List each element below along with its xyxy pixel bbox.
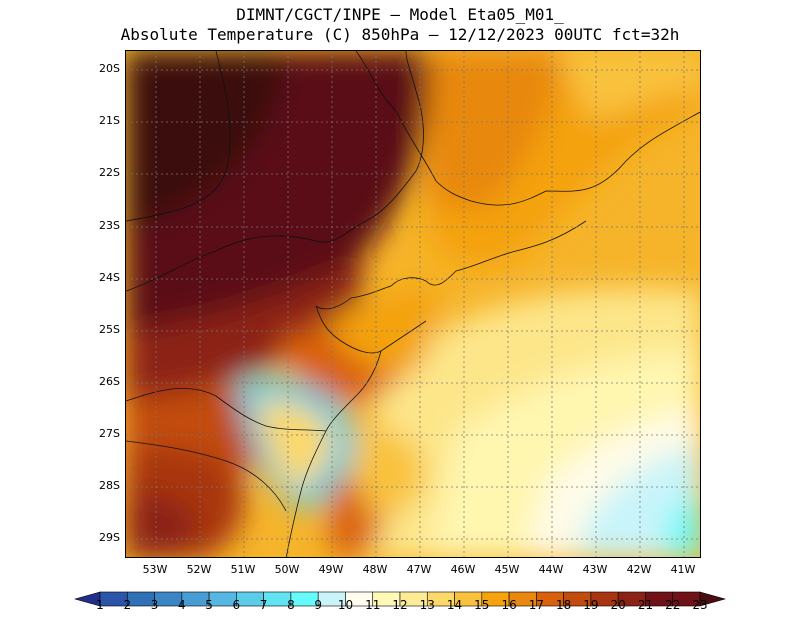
colorbar-label: 20: [610, 598, 626, 612]
lon-label: 46W: [450, 563, 476, 576]
colorbar-label: 15: [474, 598, 490, 612]
colorbar-label: 10: [337, 598, 354, 612]
lon-label: 52W: [186, 563, 212, 576]
lon-label: 43W: [582, 563, 608, 576]
colorbar-label: 16: [501, 598, 517, 612]
temperature-map: [125, 50, 701, 558]
lat-label: 22S: [99, 166, 120, 179]
colorbar-label: 19: [583, 598, 599, 612]
colorbar-label: 4: [177, 598, 186, 612]
lat-label: 20S: [99, 62, 120, 75]
lon-label: 48W: [362, 563, 388, 576]
colorbar-label: 12: [392, 598, 408, 612]
colorbar-label: 22: [665, 598, 681, 612]
colorbar-label: 18: [555, 598, 572, 612]
lat-label: 29S: [99, 531, 120, 544]
colorbar-label: 17: [528, 598, 544, 612]
colorbar-label: 23: [692, 598, 708, 612]
map-title-line1: DIMNT/CGCT/INPE – Model Eta05_M01_: [236, 5, 564, 24]
colorbar: [73, 591, 727, 607]
colorbar-label: 1: [96, 598, 104, 612]
colorbar-label: 21: [637, 598, 654, 612]
coastline: [126, 51, 700, 557]
lat-label: 23S: [99, 219, 120, 232]
lat-label: 24S: [99, 271, 120, 284]
map-title-line2: Absolute Temperature (C) 850hPa – 12/12/…: [120, 25, 680, 44]
colorbar-label: 13: [419, 598, 435, 612]
field-blobs: [126, 51, 700, 557]
colorbar-arrow-high: [699, 591, 727, 607]
colorbar-label: 7: [259, 598, 268, 612]
colorbar-label: 3: [150, 598, 159, 612]
temperature-field: [126, 51, 700, 557]
colorbar-label: 11: [365, 598, 381, 612]
lon-label: 49W: [318, 563, 344, 576]
lat-label: 28S: [99, 479, 120, 492]
lon-label: 41W: [670, 563, 696, 576]
lon-label: 51W: [230, 563, 256, 576]
lat-label: 21S: [99, 114, 120, 127]
colorbar-label: 5: [205, 598, 213, 612]
lon-label: 44W: [538, 563, 564, 576]
graticule: [126, 51, 700, 557]
lon-label: 45W: [494, 563, 520, 576]
colorbar-label: 14: [446, 598, 463, 612]
colorbar-label: 2: [123, 598, 132, 612]
lon-label: 42W: [626, 563, 652, 576]
lon-label: 50W: [274, 563, 300, 576]
colorbar-label: 8: [287, 598, 295, 612]
lon-label: 53W: [142, 563, 168, 576]
lon-label: 47W: [406, 563, 432, 576]
colorbar-label: 6: [232, 598, 241, 612]
colorbar-label: 9: [314, 598, 322, 612]
lat-label: 26S: [99, 375, 120, 388]
lat-label: 25S: [99, 323, 120, 336]
lat-label: 27S: [99, 427, 120, 440]
